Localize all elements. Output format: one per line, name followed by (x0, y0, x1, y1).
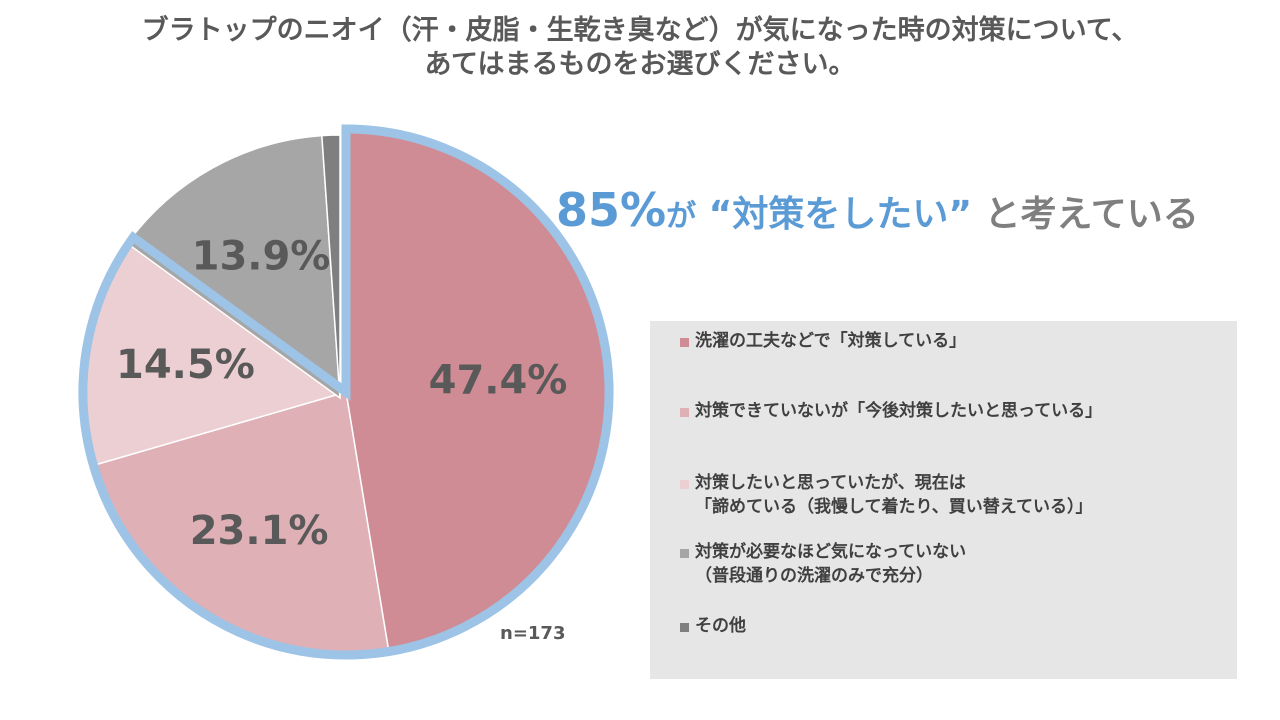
legend-item: 対策できていないが「今後対策したいと思っている」 (680, 399, 1102, 423)
legend-item: 洗濯の工夫などで「対策している」 (680, 329, 966, 353)
legend-label: 対策が必要なほど気になっていない （普段通りの洗濯のみで充分） (695, 542, 967, 586)
pie-chart: 47.4% 23.1% 14.5% 13.9% n=173 (78, 124, 614, 660)
headline-tail: と考えている (971, 194, 1199, 235)
pie-highlight-outline (78, 124, 614, 660)
legend-item: 対策が必要なほど気になっていない （普段通りの洗濯のみで充分） (680, 540, 966, 588)
legend-swatch (680, 623, 689, 632)
highlight-outline (78, 124, 614, 660)
chart-title: ブラトップのニオイ（汗・皮脂・生乾き臭など）が気になった時の対策について、 あて… (0, 14, 1280, 82)
legend-swatch (680, 480, 689, 489)
legend-label: その他 (695, 616, 746, 636)
headline-callout: 85%が “対策をしたい” と考えている (556, 180, 1199, 247)
legend-item: 対策したいと思っていたが、現在は 「諦めている（我慢して着たり、買い替えている）… (680, 471, 1092, 519)
sample-size-label: n=173 (500, 623, 565, 644)
headline-percent: 85% (556, 183, 667, 237)
legend-item: その他 (680, 614, 746, 638)
pie-data-label: 23.1% (190, 508, 329, 554)
chart-title-line-2: あてはまるものをお選びください。 (424, 49, 856, 80)
pie-data-labels: 47.4% 23.1% 14.5% 13.9% (116, 233, 567, 554)
chart-title-line-1: ブラトップのニオイ（汗・皮脂・生乾き臭など）が気になった時の対策について、 (141, 15, 1139, 46)
pie-data-label: 14.5% (116, 342, 255, 388)
legend: 洗濯の工夫などで「対策している」 対策できていないが「今後対策したいと思っている… (650, 321, 1237, 679)
legend-label: 対策したいと思っていたが、現在は 「諦めている（我慢して着たり、買い替えている）… (695, 473, 1093, 517)
legend-label: 洗濯の工夫などで「対策している」 (695, 331, 967, 351)
legend-swatch (680, 549, 689, 558)
legend-label: 対策できていないが「今後対策したいと思っている」 (695, 401, 1103, 421)
headline-quote: “対策をしたい” (708, 194, 972, 235)
headline-particle: が (666, 199, 697, 234)
legend-swatch (680, 338, 689, 347)
pie-slice (126, 134, 341, 400)
pie-data-label: 13.9% (192, 233, 331, 279)
legend-swatch (680, 408, 689, 417)
pie-slice (321, 134, 341, 399)
pie-data-label: 47.4% (429, 358, 568, 404)
